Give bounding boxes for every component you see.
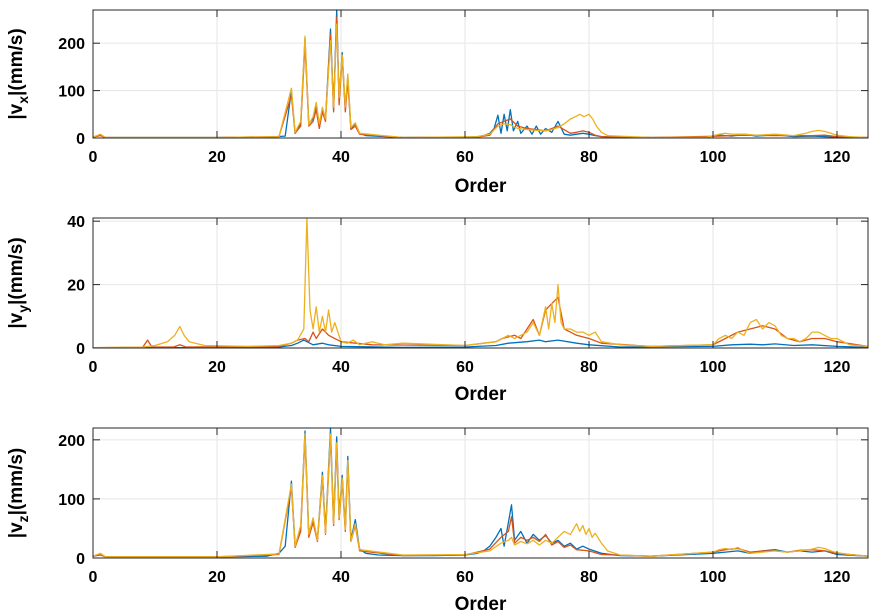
x-tick-label: 60 bbox=[456, 359, 474, 376]
x-tick-label: 20 bbox=[208, 149, 226, 166]
x-tick-label: 100 bbox=[700, 359, 727, 376]
y-tick-label: 200 bbox=[58, 433, 85, 450]
x-axis-label: Order bbox=[455, 594, 507, 615]
y-axis-label: |vy|(mm/s) bbox=[6, 237, 31, 328]
x-tick-label: 80 bbox=[580, 569, 598, 586]
x-tick-label: 120 bbox=[824, 569, 851, 586]
plot-area bbox=[93, 218, 868, 348]
axes-box bbox=[92, 427, 869, 559]
x-tick-label: 40 bbox=[332, 569, 350, 586]
axes-box bbox=[92, 9, 869, 139]
y-tick-label: 100 bbox=[58, 492, 85, 509]
x-tick-label: 0 bbox=[89, 569, 98, 586]
y-tick-label: 0 bbox=[76, 131, 85, 148]
y-tick-label: 100 bbox=[58, 84, 85, 101]
subplot-vy: 0 20 40 60 80 100 120 0 20 40 Order |vy|(mm/s) bbox=[6, 214, 869, 405]
y-tick-label: 40 bbox=[67, 214, 85, 231]
x-tick-label: 60 bbox=[456, 149, 474, 166]
x-tick-label: 120 bbox=[824, 359, 851, 376]
x-tick-label: 80 bbox=[580, 359, 598, 376]
plot-area bbox=[93, 428, 868, 558]
x-tick-label: 80 bbox=[580, 149, 598, 166]
y-tick-label: 20 bbox=[67, 278, 85, 295]
y-tick-label: 200 bbox=[58, 36, 85, 53]
x-tick-label: 0 bbox=[89, 149, 98, 166]
x-axis-label: Order bbox=[455, 176, 507, 197]
x-tick-label: 120 bbox=[824, 149, 851, 166]
series-line-3 bbox=[93, 23, 868, 138]
series-line-3 bbox=[93, 217, 868, 348]
subplot-vz: 0 20 40 60 80 100 120 0 100 200 Order |vz|(mm/s) bbox=[6, 427, 869, 615]
axes-box bbox=[92, 217, 869, 349]
subplot-vx: 0 20 40 60 80 100 120 0 100 200 Order |vx|(mm/s) bbox=[6, 9, 869, 197]
y-tick-label: 0 bbox=[76, 341, 85, 358]
x-tick-label: 60 bbox=[456, 569, 474, 586]
series-line-1 bbox=[93, 339, 868, 348]
y-axis-label: |vz|(mm/s) bbox=[6, 448, 31, 539]
series-line-3 bbox=[93, 433, 868, 558]
x-tick-label: 0 bbox=[89, 359, 98, 376]
x-tick-label: 100 bbox=[700, 569, 727, 586]
x-axis-label: Order bbox=[455, 384, 507, 405]
y-tick-label: 0 bbox=[76, 551, 85, 568]
x-tick-label: 40 bbox=[332, 359, 350, 376]
plot-area bbox=[93, 10, 868, 138]
x-tick-label: 20 bbox=[208, 569, 226, 586]
x-tick-label: 20 bbox=[208, 359, 226, 376]
y-axis-label: |vx|(mm/s) bbox=[6, 28, 31, 119]
x-tick-label: 100 bbox=[700, 149, 727, 166]
x-tick-label: 40 bbox=[332, 149, 350, 166]
